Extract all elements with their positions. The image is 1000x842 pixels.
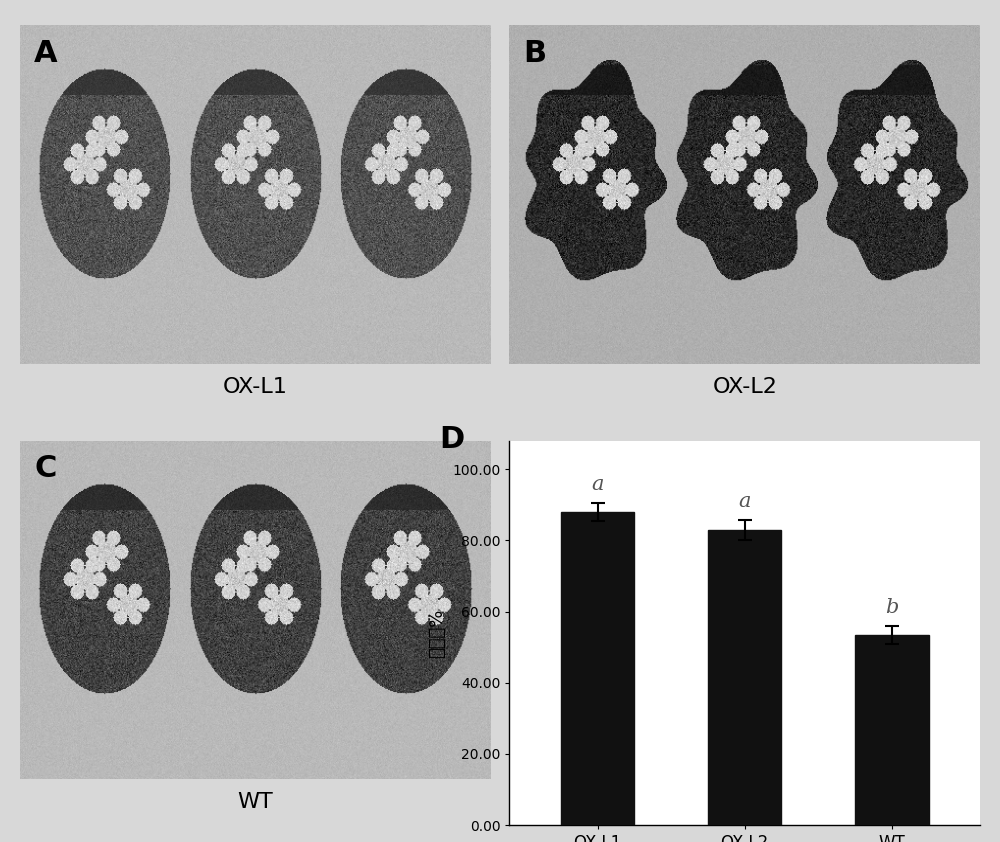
Bar (708, 530, 781, 825)
Text: a: a (738, 492, 751, 511)
Text: b: b (885, 598, 898, 617)
Y-axis label: 存活率%: 存活率% (429, 608, 447, 658)
Text: a: a (591, 475, 604, 494)
Text: B: B (524, 39, 547, 68)
Bar (855, 635, 929, 825)
Text: OX-L1: OX-L1 (223, 376, 288, 397)
Bar (561, 512, 634, 825)
Text: D: D (439, 425, 464, 454)
Text: C: C (34, 454, 56, 483)
Text: OX-L2: OX-L2 (712, 376, 777, 397)
Text: A: A (34, 39, 58, 68)
Text: WT: WT (237, 792, 273, 812)
